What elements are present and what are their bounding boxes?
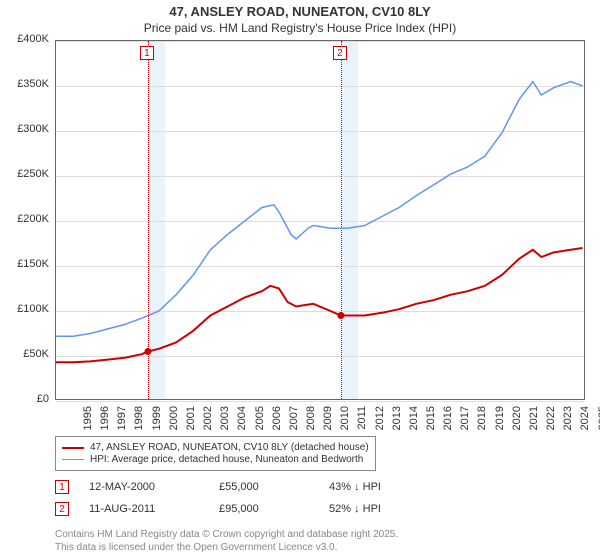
ytick-label: £300K: [0, 123, 49, 135]
xtick-label: 2010: [339, 406, 351, 436]
page-subtitle: Price paid vs. HM Land Registry's House …: [0, 21, 600, 35]
xtick-label: 1996: [99, 406, 111, 436]
legend-label: 47, ANSLEY ROAD, NUNEATON, CV10 8LY (det…: [90, 442, 369, 453]
xtick-label: 2022: [545, 406, 557, 436]
xtick-label: 2008: [305, 406, 317, 436]
event-marker: 2: [333, 46, 347, 60]
event-marker: 2: [55, 502, 69, 516]
event-hpi-diff: 52% ↓ HPI: [329, 503, 381, 515]
ytick-label: £400K: [0, 33, 49, 45]
event-price: £95,000: [219, 503, 309, 515]
xtick-label: 2023: [562, 406, 574, 436]
legend-row: HPI: Average price, detached house, Nune…: [62, 454, 369, 465]
footer-attribution: Contains HM Land Registry data © Crown c…: [55, 528, 398, 554]
footer-line-2: This data is licensed under the Open Gov…: [55, 541, 398, 554]
event-marker: 1: [55, 480, 69, 494]
ytick-label: £50K: [0, 348, 49, 360]
xtick-label: 2018: [476, 406, 488, 436]
gridline-h: [56, 401, 584, 402]
legend-label: HPI: Average price, detached house, Nune…: [90, 454, 363, 465]
series-hpi: [56, 82, 583, 337]
xtick-label: 2015: [425, 406, 437, 436]
xtick-label: 2002: [202, 406, 214, 436]
xtick-label: 2005: [254, 406, 266, 436]
xtick-label: 2019: [494, 406, 506, 436]
xtick-label: 2014: [408, 406, 420, 436]
xtick-label: 2007: [288, 406, 300, 436]
xtick-label: 2012: [374, 406, 386, 436]
price-chart: [55, 40, 585, 400]
xtick-label: 1998: [133, 406, 145, 436]
xtick-label: 1999: [151, 406, 163, 436]
legend-swatch: [62, 447, 84, 449]
xtick-label: 2021: [528, 406, 540, 436]
xtick-label: 2017: [459, 406, 471, 436]
page-title: 47, ANSLEY ROAD, NUNEATON, CV10 8LY: [0, 4, 600, 19]
series-subject: [56, 248, 583, 362]
event-marker: 1: [140, 46, 154, 60]
ytick-label: £150K: [0, 258, 49, 270]
footer-line-1: Contains HM Land Registry data © Crown c…: [55, 528, 398, 541]
xtick-label: 2009: [322, 406, 334, 436]
xtick-label: 2000: [168, 406, 180, 436]
xtick-label: 2024: [579, 406, 591, 436]
event-date: 11-AUG-2011: [89, 503, 199, 515]
legend-row: 47, ANSLEY ROAD, NUNEATON, CV10 8LY (det…: [62, 442, 369, 453]
ytick-label: £350K: [0, 78, 49, 90]
event-hpi-diff: 43% ↓ HPI: [329, 481, 381, 493]
xtick-label: 2013: [391, 406, 403, 436]
event-row: 2 11-AUG-2011 £95,000 52% ↓ HPI: [55, 502, 381, 516]
ytick-label: £250K: [0, 168, 49, 180]
ytick-label: £200K: [0, 213, 49, 225]
xtick-label: 2003: [219, 406, 231, 436]
xtick-label: 1995: [82, 406, 94, 436]
xtick-label: 2020: [511, 406, 523, 436]
event-date: 12-MAY-2000: [89, 481, 199, 493]
event-price: £55,000: [219, 481, 309, 493]
xtick-label: 2004: [236, 406, 248, 436]
xtick-label: 1997: [116, 406, 128, 436]
xtick-label: 2025: [597, 406, 600, 436]
ytick-label: £100K: [0, 303, 49, 315]
xtick-label: 2001: [185, 406, 197, 436]
chart-svg: [56, 41, 586, 401]
chart-legend: 47, ANSLEY ROAD, NUNEATON, CV10 8LY (det…: [55, 436, 376, 471]
xtick-label: 2011: [356, 406, 368, 436]
xtick-label: 2016: [442, 406, 454, 436]
event-row: 1 12-MAY-2000 £55,000 43% ↓ HPI: [55, 480, 381, 494]
xtick-label: 2006: [271, 406, 283, 436]
ytick-label: £0: [0, 393, 49, 405]
legend-swatch: [62, 459, 84, 460]
sale-dot: [144, 348, 151, 355]
sale-dot: [337, 312, 344, 319]
